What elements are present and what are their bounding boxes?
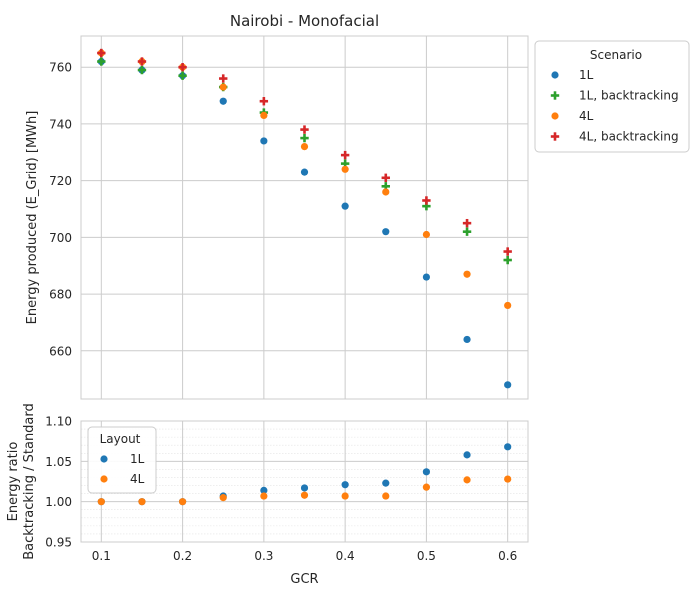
bottom-x-tick-label: 0.2 [173, 549, 192, 563]
top-legend-label: 4L, backtracking [579, 130, 679, 144]
bottom-x-tick-label: 0.6 [498, 549, 517, 563]
top-legend-marker [551, 112, 559, 120]
bottom-legend-marker [100, 455, 108, 463]
top-series-3 [97, 48, 512, 256]
bottom-x-axis-label: GCR [290, 572, 318, 587]
bottom-point [260, 492, 268, 500]
top-point [260, 137, 268, 145]
top-point [97, 48, 106, 58]
top-point [300, 143, 309, 151]
chart-title: Nairobi - Monofacial [230, 12, 379, 30]
top-legend: Scenario 1L 1L, backtracking 4L 4L, backtrac… [534, 40, 690, 153]
bottom-y-tick-label: 0.95 [45, 536, 72, 550]
top-legend-marker [550, 91, 560, 100]
top-series-2 [97, 49, 512, 310]
bottom-legend-title: Layout [100, 432, 141, 446]
bottom-point [219, 494, 227, 502]
top-y-tick-label: 740 [49, 117, 72, 131]
top-y-tick-label: 700 [49, 231, 72, 245]
top-y-tick-label: 680 [49, 288, 72, 302]
top-legend-label: 4L [579, 109, 594, 123]
top-point [178, 62, 187, 72]
top-legend-label: 1L, backtracking [579, 89, 679, 103]
top-point [300, 133, 309, 143]
top-point [219, 97, 227, 105]
top-point [137, 57, 147, 66]
top-legend-title: Scenario [590, 48, 642, 62]
bottom-x-tick-label: 0.4 [336, 549, 355, 563]
bottom-legend-label: 1L [130, 452, 145, 466]
top-legend-marker [551, 71, 559, 79]
top-point [504, 301, 512, 310]
bottom-point [300, 484, 309, 492]
bottom-point [382, 492, 390, 500]
top-point [463, 270, 471, 278]
bottom-point [422, 468, 431, 476]
bottom-y-axis-label: Backtracking / Standard [22, 403, 37, 560]
bottom-series-1 [97, 475, 512, 506]
bottom-point [97, 498, 105, 506]
top-point [97, 57, 106, 66]
top-point [503, 247, 512, 256]
bottom-y-tick-label: 1.00 [45, 495, 72, 509]
bottom-plot-frame [80, 420, 529, 543]
top-y-tick-label: 760 [49, 61, 72, 75]
top-point [340, 150, 350, 160]
top-point [462, 227, 472, 236]
top-point [341, 165, 349, 173]
top-point [178, 71, 187, 80]
bottom-legend: Layout 1L 4L [87, 426, 157, 494]
top-y-tick-label: 720 [49, 174, 72, 188]
bottom-point [341, 481, 349, 489]
top-point [462, 218, 472, 228]
top-point [260, 111, 268, 120]
bottom-point [300, 491, 309, 499]
bottom-point [504, 443, 512, 451]
top-point [259, 97, 269, 106]
top-point [504, 381, 512, 389]
bottom-point [463, 451, 471, 459]
top-point [381, 173, 390, 182]
bottom-y-tick-label: 1.10 [45, 415, 72, 429]
top-point [422, 230, 431, 239]
top-point [219, 83, 227, 91]
bottom-point [463, 476, 471, 484]
top-point [341, 202, 349, 210]
bottom-legend-label: 4L [130, 472, 145, 486]
top-legend-label: 1L [579, 68, 594, 82]
top-point [300, 125, 309, 134]
top-point [219, 74, 228, 83]
top-point [503, 255, 512, 265]
top-legend-box [534, 40, 690, 153]
bottom-x-tick-label: 0.1 [92, 549, 111, 563]
bottom-x-tick-label: 0.3 [254, 549, 273, 563]
top-y-axis-label: Energy produced (E_Grid) [MWh] [25, 111, 40, 325]
bottom-point [178, 498, 187, 506]
bottom-point [422, 483, 431, 491]
top-point [137, 65, 147, 75]
top-point [300, 168, 309, 176]
top-point [422, 273, 431, 281]
top-panel: 660 680 700 720 740 760 Nairobi - Monofacial En… [25, 12, 529, 400]
bottom-point [382, 479, 390, 487]
top-plot-area [81, 36, 528, 399]
bottom-y-axis-label: Energy ratio [6, 442, 21, 522]
bottom-legend-marker [100, 475, 108, 483]
bottom-point [138, 498, 146, 506]
bottom-y-tick-label: 1.05 [45, 455, 72, 469]
bottom-panel: 0.1 0.2 0.3 0.4 0.5 0.6 0.95 1.00 1.05 1.10 GCR Ene… [6, 403, 529, 587]
top-plot-frame [80, 35, 529, 400]
top-point [463, 335, 471, 344]
top-y-tick-label: 660 [49, 344, 72, 358]
bottom-x-tick-label: 0.5 [417, 549, 436, 563]
bottom-point [260, 486, 268, 494]
top-point [382, 188, 390, 196]
top-point [382, 228, 390, 236]
bottom-point [341, 492, 349, 500]
bottom-point [504, 475, 512, 483]
top-legend-marker [550, 132, 560, 141]
top-point [422, 196, 431, 205]
